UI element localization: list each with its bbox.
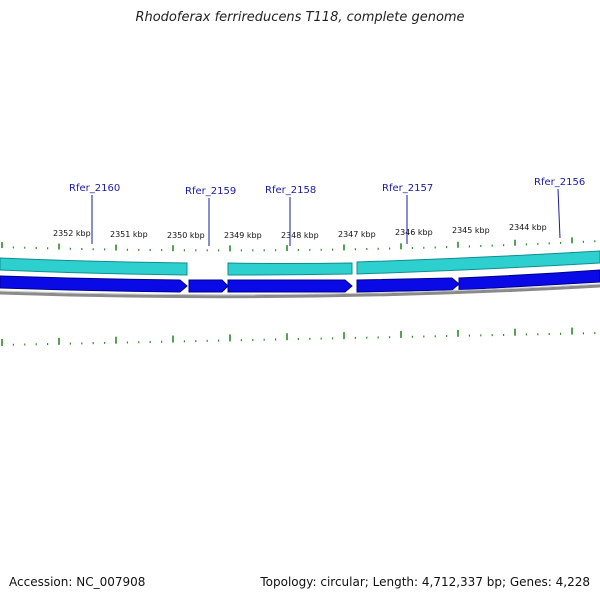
kbp-label: 2352 kbp <box>53 229 91 238</box>
kbp-label: 2347 kbp <box>338 230 376 239</box>
top-ticks <box>1 237 596 252</box>
bottom-ticks <box>1 327 596 346</box>
cds-feature-1[interactable] <box>0 257 188 276</box>
gene-label-rfer-2159[interactable]: Rfer_2159 <box>185 186 236 197</box>
gene-arrow-3[interactable] <box>227 279 353 293</box>
gene-label-leader <box>557 188 561 239</box>
kbp-label: 2351 kbp <box>110 230 148 239</box>
cds-feature-3[interactable] <box>356 250 600 275</box>
kbp-label: 2349 kbp <box>224 231 262 240</box>
gene-arrow-5[interactable] <box>458 269 600 291</box>
accession-text: Accession: NC_007908 <box>9 575 146 589</box>
genome-backbone <box>0 284 600 299</box>
kbp-label: 2344 kbp <box>509 223 547 232</box>
gene-arrow-1[interactable] <box>0 275 188 293</box>
genome-summary-text: Topology: circular; Length: 4,712,337 bp… <box>260 575 590 589</box>
gene-label-rfer-2157[interactable]: Rfer_2157 <box>382 183 433 194</box>
gene-label-rfer-2158[interactable]: Rfer_2158 <box>265 185 316 196</box>
kbp-label: 2345 kbp <box>452 226 490 235</box>
kbp-label: 2346 kbp <box>395 228 433 237</box>
kbp-label: 2350 kbp <box>167 231 205 240</box>
cds-feature-2[interactable] <box>227 262 353 276</box>
gene-label-rfer-2156[interactable]: Rfer_2156 <box>534 177 585 188</box>
gene-arrow-4[interactable] <box>356 277 460 293</box>
genome-backbone-highlight <box>0 283 600 296</box>
kbp-label: 2348 kbp <box>281 231 319 240</box>
gene-arrow-2[interactable] <box>188 279 229 293</box>
gene-label-rfer-2160[interactable]: Rfer_2160 <box>69 183 120 194</box>
map-title: Rhodoferax ferrireducens T118, complete … <box>135 10 465 25</box>
